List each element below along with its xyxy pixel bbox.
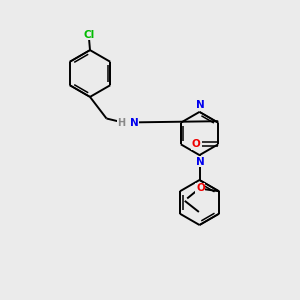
Text: N: N — [196, 157, 205, 167]
Text: N: N — [130, 118, 139, 128]
Text: O: O — [196, 183, 205, 193]
Text: H: H — [118, 118, 126, 128]
Text: N: N — [196, 100, 205, 110]
Text: O: O — [192, 139, 201, 149]
Text: Cl: Cl — [83, 29, 95, 40]
